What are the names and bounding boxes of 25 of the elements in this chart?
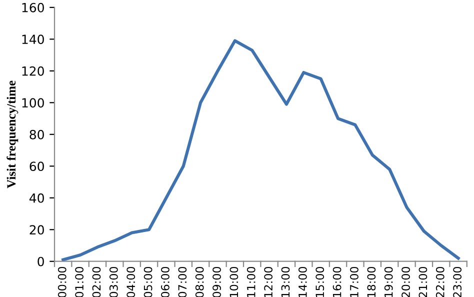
x-tick-label: 15:00 — [316, 266, 324, 297]
x-tick-label: 19:00 — [384, 266, 393, 297]
x-tick-label: 10:00 — [230, 266, 238, 297]
y-tick-label: 100 — [22, 98, 44, 108]
y-tick-label: 160 — [22, 2, 44, 12]
y-tick-label: 20 — [30, 225, 44, 235]
y-tick-label: 120 — [22, 66, 44, 76]
x-tick-label: 17:00 — [350, 266, 358, 297]
x-tick-label: 21:00 — [418, 266, 428, 297]
y-tick-label: 0 — [38, 256, 44, 266]
x-tick-label: 12:00 — [264, 266, 273, 297]
line-series — [62, 39, 460, 262]
y-axis-title: Visit frequency/time — [6, 80, 18, 188]
x-tick-label: 16:00 — [332, 266, 342, 297]
x-tick-label: 18:00 — [367, 266, 376, 297]
y-tick-label: 40 — [29, 193, 44, 203]
y-tick-label: 80 — [30, 130, 44, 140]
x-tick-label: 23:00 — [453, 266, 462, 297]
x-tick-label: 11:00 — [246, 266, 256, 297]
y-tick-label: 140 — [22, 34, 44, 44]
x-tick-label: 20:00 — [402, 266, 410, 297]
x-tick-label: 13:00 — [281, 266, 290, 297]
y-tick-label: 60 — [30, 162, 44, 172]
x-tick-label: 22:00 — [436, 266, 444, 297]
x-tick-label: 14:00 — [298, 266, 307, 297]
